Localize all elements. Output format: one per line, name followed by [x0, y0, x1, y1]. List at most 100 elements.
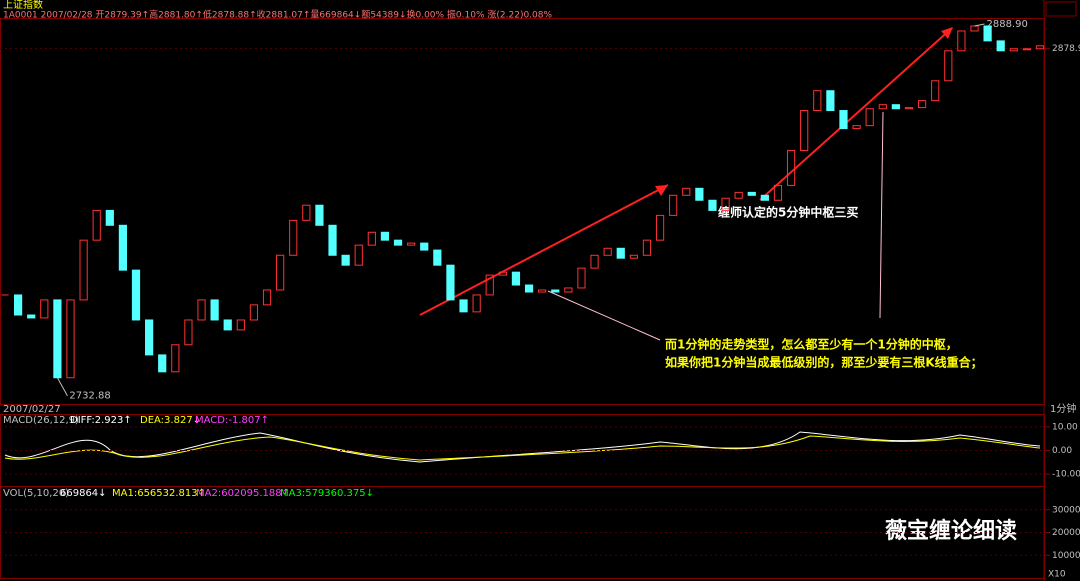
candle [131, 269, 141, 321]
date-label: 2007/02/27 [3, 404, 61, 415]
candle [393, 239, 403, 246]
candle [538, 289, 547, 293]
candle [380, 231, 390, 241]
y-tick-label: -10.00 [1052, 470, 1080, 480]
candle [603, 247, 612, 256]
candle [524, 284, 534, 293]
candle [446, 264, 455, 301]
candle [27, 314, 36, 319]
candle [721, 197, 730, 211]
candle [891, 104, 900, 110]
candle [800, 110, 809, 151]
annotation: 缠师认定的5分钟中枢三买 [718, 205, 858, 220]
candle [302, 204, 311, 221]
candle [983, 25, 992, 42]
candle [420, 242, 429, 251]
pointer-line [547, 290, 661, 341]
candle [944, 50, 953, 82]
y-tick-label: 300000 [1052, 505, 1080, 515]
candle [223, 319, 232, 331]
candle [577, 267, 586, 289]
candle [904, 107, 914, 110]
candle [734, 191, 743, 199]
candle [655, 214, 665, 241]
vol-legend: MA1:656532.813↑ [112, 488, 206, 499]
candle [354, 244, 363, 266]
y-tick-label: 2878.9 [1052, 44, 1080, 54]
vol-legend: 669864↓ [60, 488, 107, 499]
candle [917, 100, 927, 109]
quote: 1A0001 2007/02/28 开2879.39↑高2881.80↑低287… [3, 9, 552, 21]
candle [931, 80, 940, 102]
candle [865, 108, 874, 127]
candle [171, 344, 180, 373]
y-tick-label: 0.00 [1052, 446, 1072, 456]
candle [773, 184, 783, 201]
macd-title: MACD(26,12,9) [3, 415, 79, 426]
candle [498, 271, 507, 276]
arrow-head [655, 185, 668, 196]
y-tick-label: 100000 [1052, 551, 1080, 561]
candle [459, 299, 468, 313]
candle [66, 299, 75, 379]
candle [682, 187, 691, 196]
y-tick-label: 200000 [1052, 528, 1080, 538]
candle [616, 247, 625, 259]
vol-legend: MA3:579360.375↓ [280, 488, 374, 499]
candle [786, 149, 796, 186]
macd-legend: DIFF:2.923↑ [70, 415, 132, 426]
candle [472, 294, 481, 313]
candle [747, 191, 756, 196]
candle [105, 209, 114, 226]
candle [236, 319, 245, 331]
candle [92, 209, 101, 241]
candle [262, 289, 272, 306]
candle [1035, 45, 1045, 50]
candle [13, 294, 23, 316]
trend-arrow [419, 184, 669, 316]
candle [826, 90, 835, 112]
macd-legend: DEA:3.827↓ [140, 415, 201, 426]
button[interactable] [1045, 1, 1077, 17]
candle [1022, 48, 1032, 51]
candle [407, 242, 416, 246]
candle [145, 319, 154, 356]
candle [760, 194, 769, 201]
macd-legend: MACD:-1.807↑ [195, 415, 269, 426]
candle [79, 239, 88, 301]
candle [184, 319, 193, 346]
candle [367, 231, 376, 246]
candle [1009, 48, 1018, 52]
candle [315, 204, 324, 226]
candle [813, 90, 822, 112]
dea-line [4, 435, 1041, 461]
arrow-head [941, 27, 953, 39]
candle [485, 274, 494, 296]
value-label: 2732.88 [69, 391, 110, 402]
candle [511, 271, 521, 286]
title: 上证指数 [3, 0, 43, 11]
candle [695, 187, 704, 201]
candle [839, 110, 848, 130]
candle [276, 254, 285, 291]
candle [289, 219, 298, 256]
candle [642, 239, 652, 256]
pointer-line [879, 111, 884, 319]
candle [118, 224, 128, 271]
candle [852, 125, 861, 130]
candle [996, 40, 1005, 52]
candle [210, 299, 219, 321]
candle [970, 25, 979, 32]
label-leader [974, 23, 985, 27]
candle [158, 354, 167, 373]
candle [328, 224, 337, 256]
candle [669, 194, 678, 216]
y-tick-label: 10.00 [1052, 422, 1078, 432]
candle [708, 199, 717, 211]
candle [551, 289, 560, 293]
candle [53, 299, 62, 379]
vol-title: VOL(5,10,20) [3, 488, 69, 499]
candle [957, 30, 966, 52]
watermark: 薇宝缠论细读 [885, 518, 1017, 544]
period-label: 1分钟 [1050, 402, 1076, 415]
